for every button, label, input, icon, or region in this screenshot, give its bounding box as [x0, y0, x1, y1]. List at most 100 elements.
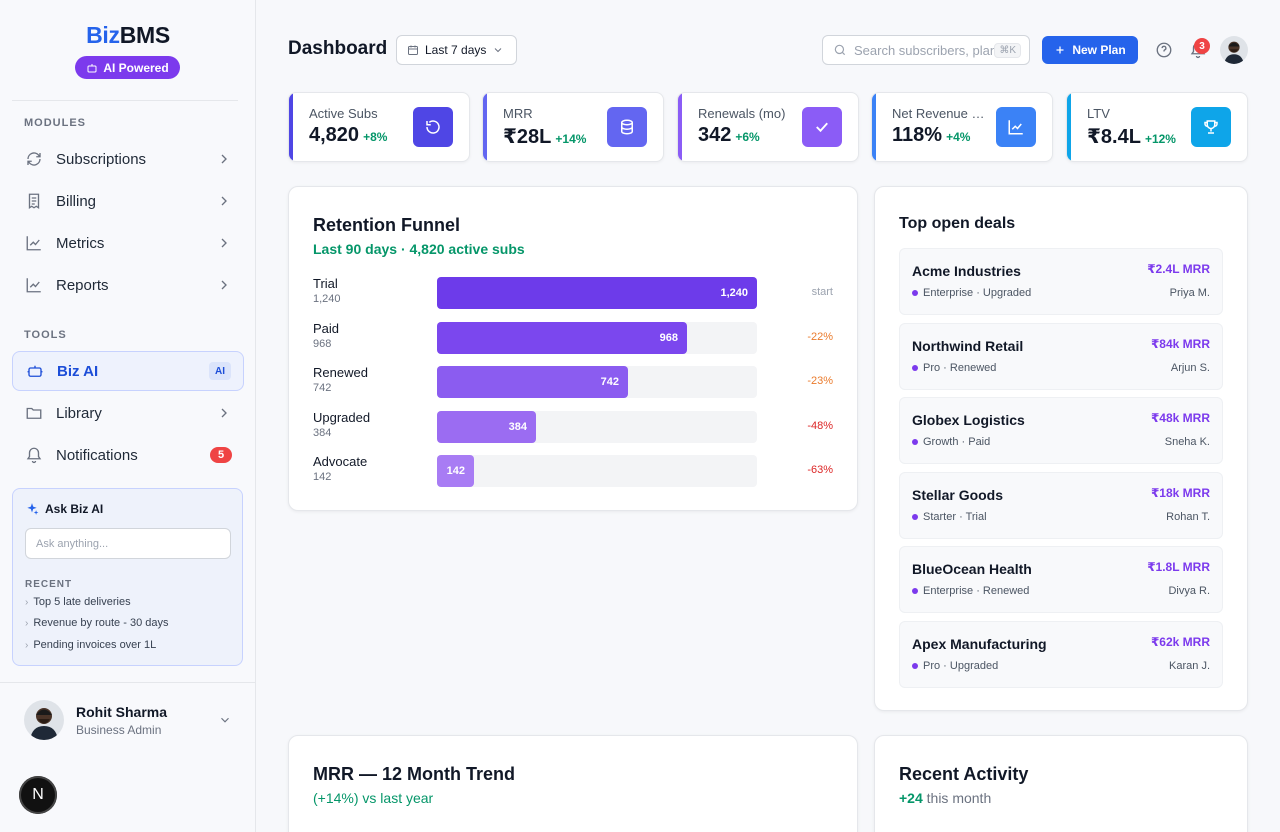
deal-name: Northwind Retail	[912, 337, 1024, 354]
deal-meta-text: Enterprise · Renewed	[923, 585, 1030, 598]
funnel-stage-change: -23%	[807, 375, 833, 387]
panel-title: Retention Funnel	[313, 215, 460, 235]
sidebar-item-library[interactable]: Library	[12, 393, 244, 433]
kpi-value-text: ₹28L	[503, 126, 552, 148]
deal-card[interactable]: Acme Industries ₹2.4L MRR Enterprise · Upg…	[899, 248, 1223, 315]
deal-meta-text: Pro · Upgraded	[923, 660, 999, 672]
search-input[interactable]	[854, 42, 994, 58]
recent-query-item[interactable]: › Revenue by route - 30 days	[25, 617, 168, 629]
funnel-bar: 742	[437, 366, 628, 398]
sidebar-item-biz-ai[interactable]: Biz AI AI	[12, 351, 244, 391]
deal-card[interactable]: Northwind Retail ₹84k MRR Pro · Renewed Arj…	[899, 322, 1223, 390]
sidebar-item-label: Billing	[56, 192, 97, 210]
deal-card[interactable]: Globex Logistics ₹48k MRR Growth · Paid Sne…	[899, 397, 1223, 465]
retention-funnel-panel: Retention Funnel Last 90 days · 4,820 ac…	[288, 186, 858, 511]
sidebar-item-notifications[interactable]: Notifications 5	[12, 435, 244, 475]
kpi-accent-bar	[289, 93, 293, 161]
ask-ai-input[interactable]	[25, 528, 231, 559]
avatar[interactable]	[1220, 36, 1248, 64]
kpi-card-nrr[interactable]: Net Revenue Retention 118%+4%	[871, 92, 1053, 162]
funnel-stage-row[interactable]: Trial 1,240 1,240 start	[313, 276, 833, 310]
sidebar-item-subscriptions[interactable]: Subscriptions	[12, 139, 244, 179]
funnel-stage-row[interactable]: Renewed 742 742 -23%	[313, 365, 833, 399]
sidebar-item-reports[interactable]: Reports	[12, 265, 244, 305]
funnel-bar: 384	[437, 410, 536, 443]
funnel-stage-name: Trial	[313, 276, 338, 291]
panel-title: MRR — 12 Month Trend	[313, 764, 515, 784]
chart-icon	[24, 233, 44, 253]
kpi-delta: +14%	[555, 132, 587, 146]
kpi-value: 4,820 +8%	[309, 124, 387, 147]
funnel-stage-row[interactable]: Advocate 142 142 -63%	[313, 454, 833, 488]
kpi-card-active-subs[interactable]: Active Subs 4,820 +8%	[288, 92, 470, 162]
help-icon[interactable]	[1155, 41, 1173, 59]
funnel-stage-count: 384	[313, 426, 332, 439]
funnel-bar-label: 1,240	[720, 287, 748, 299]
check-icon	[802, 107, 842, 147]
date-range-select[interactable]: Last 7 days	[396, 35, 517, 65]
deal-owner: Rohan T.	[1166, 510, 1210, 523]
kpi-delta: +8%	[363, 130, 388, 144]
funnel-bar: 968	[437, 321, 687, 354]
trend-icon	[996, 107, 1036, 147]
kpi-card-renewals[interactable]: Renewals (mo) 342 +6%	[677, 92, 859, 162]
deal-card[interactable]: BlueOcean Health ₹1.8L MRR Enterprise · Re…	[899, 546, 1223, 614]
recent-query-item[interactable]: › Pending invoices over 1L	[25, 639, 156, 651]
deal-name: BlueOcean Health	[912, 561, 1032, 578]
funnel-bar-label: 384	[508, 420, 527, 433]
deal-owner: Arjun S.	[1170, 361, 1210, 374]
sidebar-item-billing[interactable]: Billing	[12, 181, 244, 221]
plus-icon	[1056, 46, 1064, 54]
ai-powered-label: AI Powered	[103, 60, 169, 75]
deal-meta: Starter · Trial	[912, 511, 987, 523]
funnel-stage-row[interactable]: Upgraded 384 384 -48%	[313, 410, 833, 444]
status-dot	[912, 364, 918, 371]
ask-title-text: Ask Biz AI	[45, 502, 104, 516]
search-box[interactable]: ⌘K	[822, 35, 1030, 65]
sidebar-item-label: Library	[56, 404, 102, 422]
kpi-value: 118% +4%	[892, 124, 970, 147]
funnel-bar: 1,240	[437, 277, 757, 309]
folder-icon	[24, 403, 44, 423]
ai-powered-badge: AI Powered	[75, 56, 180, 79]
sidebar-item-metrics[interactable]: Metrics	[12, 223, 244, 263]
deal-meta: Enterprise · Upgraded	[912, 287, 1031, 299]
funnel-stage-change: -63%	[807, 464, 833, 476]
kpi-card-mrr[interactable]: MRR ₹28L +14%	[482, 92, 664, 162]
recent-query-item[interactable]: › Top 5 late deliveries	[25, 596, 131, 608]
sidebar: BizBMS AI Powered MODULES Subscriptions …	[0, 0, 256, 832]
tools-section-label: TOOLS	[24, 329, 67, 341]
deal-name: Stellar Goods	[912, 486, 1004, 503]
kpi-delta: +6%	[735, 130, 760, 144]
deal-name: Globex Logistics	[912, 412, 1025, 429]
kpi-card-ltv[interactable]: LTV ₹8.4L +12%	[1066, 92, 1248, 162]
kpi-accent-bar	[872, 93, 876, 161]
undo-icon	[413, 107, 453, 147]
deal-value: ₹84k MRR	[1150, 336, 1210, 351]
deal-card[interactable]: Apex Manufacturing ₹62k MRR Pro · Upgraded…	[899, 621, 1223, 688]
new-plan-button[interactable]: New Plan	[1042, 36, 1138, 64]
kpi-delta: +4%	[946, 130, 971, 144]
chevron-right-icon	[221, 154, 227, 164]
deal-card[interactable]: Stellar Goods ₹18k MRR Starter · Trial Roha…	[899, 471, 1223, 539]
chevron-down-icon[interactable]	[218, 713, 232, 727]
deal-owner: Karan J.	[1169, 660, 1210, 672]
funnel-stage-row[interactable]: Paid 968 968 -22%	[313, 321, 833, 355]
funnel-bar-label: 142	[446, 465, 465, 477]
kpi-value-text: ₹8.4L	[1087, 126, 1141, 148]
floating-action-button[interactable]: N	[19, 776, 57, 814]
sidebar-item-label: Biz AI	[57, 362, 99, 380]
ai-badge: AI	[209, 362, 231, 380]
brand-logo[interactable]: BizBMS	[0, 22, 256, 49]
sidebar-item-label: Subscriptions	[56, 150, 147, 168]
avatar[interactable]	[24, 700, 64, 740]
deal-value: ₹48k MRR	[1150, 411, 1210, 426]
funnel-stage-count: 742	[313, 382, 332, 394]
robot-icon	[25, 361, 45, 381]
funnel-bar-track: 968	[437, 321, 757, 354]
deal-value: ₹2.4L MRR	[1147, 262, 1210, 276]
deal-owner: Priya M.	[1169, 287, 1210, 299]
robot-icon	[87, 63, 97, 72]
kpi-accent-bar	[678, 93, 682, 161]
funnel-stage-change: -22%	[807, 330, 833, 343]
